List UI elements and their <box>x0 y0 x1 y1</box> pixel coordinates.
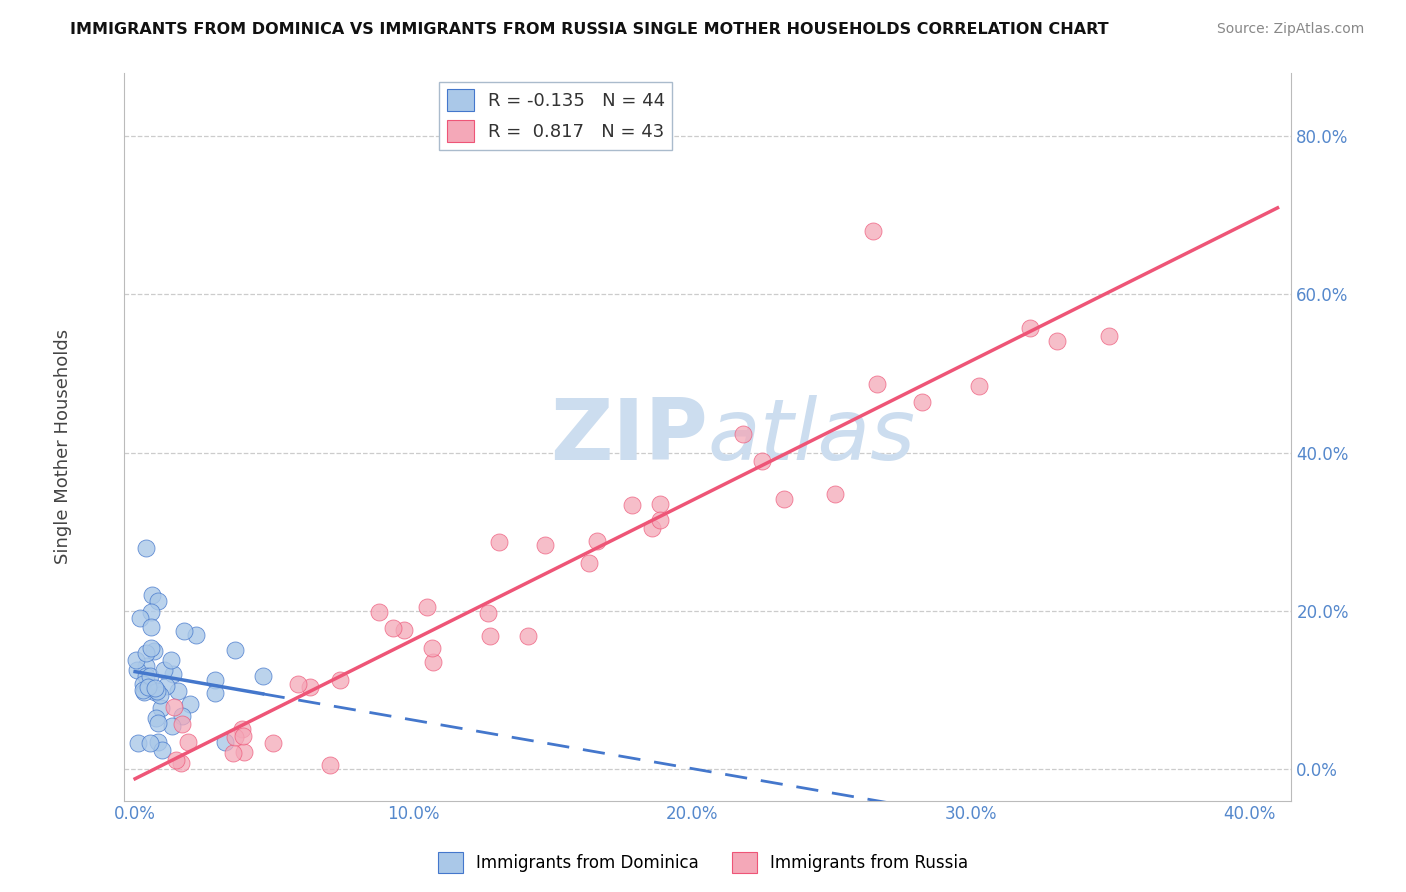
Point <box>204 686 226 700</box>
Point <box>125 653 148 667</box>
Point <box>862 224 884 238</box>
Point <box>381 621 404 635</box>
Point <box>169 756 191 770</box>
Point <box>969 379 991 393</box>
Point <box>488 535 510 549</box>
Text: atlas: atlas <box>707 395 915 478</box>
Point <box>136 681 159 695</box>
Point <box>148 735 170 749</box>
Point <box>420 641 443 656</box>
Point <box>214 735 236 749</box>
Point <box>650 497 672 511</box>
Point <box>422 656 444 670</box>
Point <box>165 754 187 768</box>
Point <box>138 736 160 750</box>
Point <box>731 427 754 442</box>
Point <box>231 722 253 736</box>
Point <box>146 684 169 698</box>
Point <box>162 699 184 714</box>
Legend: R = -0.135   N = 44, R =  0.817   N = 43: R = -0.135 N = 44, R = 0.817 N = 43 <box>440 82 672 150</box>
Point <box>824 487 846 501</box>
Text: Single Mother Households: Single Mother Households <box>55 328 72 564</box>
Point <box>621 498 644 512</box>
Point <box>866 377 889 392</box>
Point <box>179 698 201 712</box>
Point <box>127 663 149 677</box>
Point <box>392 623 415 637</box>
Point <box>139 641 162 656</box>
Text: Source: ZipAtlas.com: Source: ZipAtlas.com <box>1216 22 1364 37</box>
Point <box>533 538 555 552</box>
Point <box>143 685 166 699</box>
Point <box>262 736 284 750</box>
Point <box>148 594 170 608</box>
Point <box>139 669 162 683</box>
Point <box>143 681 166 695</box>
Point <box>155 679 177 693</box>
Point <box>479 629 502 643</box>
Point <box>586 533 609 548</box>
Point <box>170 709 193 723</box>
Point <box>298 681 321 695</box>
Point <box>1019 320 1042 334</box>
Point <box>233 745 256 759</box>
Point <box>252 669 274 683</box>
Point <box>149 701 172 715</box>
Point <box>128 611 150 625</box>
Point <box>367 605 389 619</box>
Point <box>648 513 671 527</box>
Point <box>773 492 796 507</box>
Point <box>224 730 246 744</box>
Point <box>135 647 157 661</box>
Legend: Immigrants from Dominica, Immigrants from Russia: Immigrants from Dominica, Immigrants fro… <box>430 846 976 880</box>
Point <box>127 735 149 749</box>
Point <box>170 717 193 731</box>
Point <box>415 599 437 614</box>
Point <box>184 628 207 642</box>
Point <box>222 746 245 760</box>
Point <box>160 653 183 667</box>
Point <box>1046 334 1069 349</box>
Point <box>132 685 155 699</box>
Point <box>132 682 155 697</box>
Point <box>224 642 246 657</box>
Point <box>177 734 200 748</box>
Point <box>143 644 166 658</box>
Point <box>135 541 157 555</box>
Point <box>132 677 155 691</box>
Point <box>1098 328 1121 343</box>
Point <box>141 588 163 602</box>
Point <box>139 620 162 634</box>
Point <box>145 711 167 725</box>
Point <box>150 742 173 756</box>
Point <box>287 677 309 691</box>
Point <box>319 758 342 772</box>
Point <box>162 666 184 681</box>
Point <box>146 716 169 731</box>
Point <box>641 521 664 535</box>
Point <box>173 624 195 639</box>
Point <box>204 673 226 688</box>
Point <box>160 719 183 733</box>
Text: ZIP: ZIP <box>550 395 707 478</box>
Point <box>232 730 254 744</box>
Point <box>152 663 174 677</box>
Point <box>167 683 190 698</box>
Point <box>329 673 352 687</box>
Point <box>477 606 499 620</box>
Text: IMMIGRANTS FROM DOMINICA VS IMMIGRANTS FROM RUSSIA SINGLE MOTHER HOUSEHOLDS CORR: IMMIGRANTS FROM DOMINICA VS IMMIGRANTS F… <box>70 22 1109 37</box>
Point <box>517 629 540 643</box>
Point <box>149 688 172 702</box>
Point <box>135 658 157 673</box>
Point <box>139 605 162 619</box>
Point <box>578 557 600 571</box>
Point <box>135 669 157 683</box>
Point <box>751 454 773 468</box>
Point <box>911 395 934 409</box>
